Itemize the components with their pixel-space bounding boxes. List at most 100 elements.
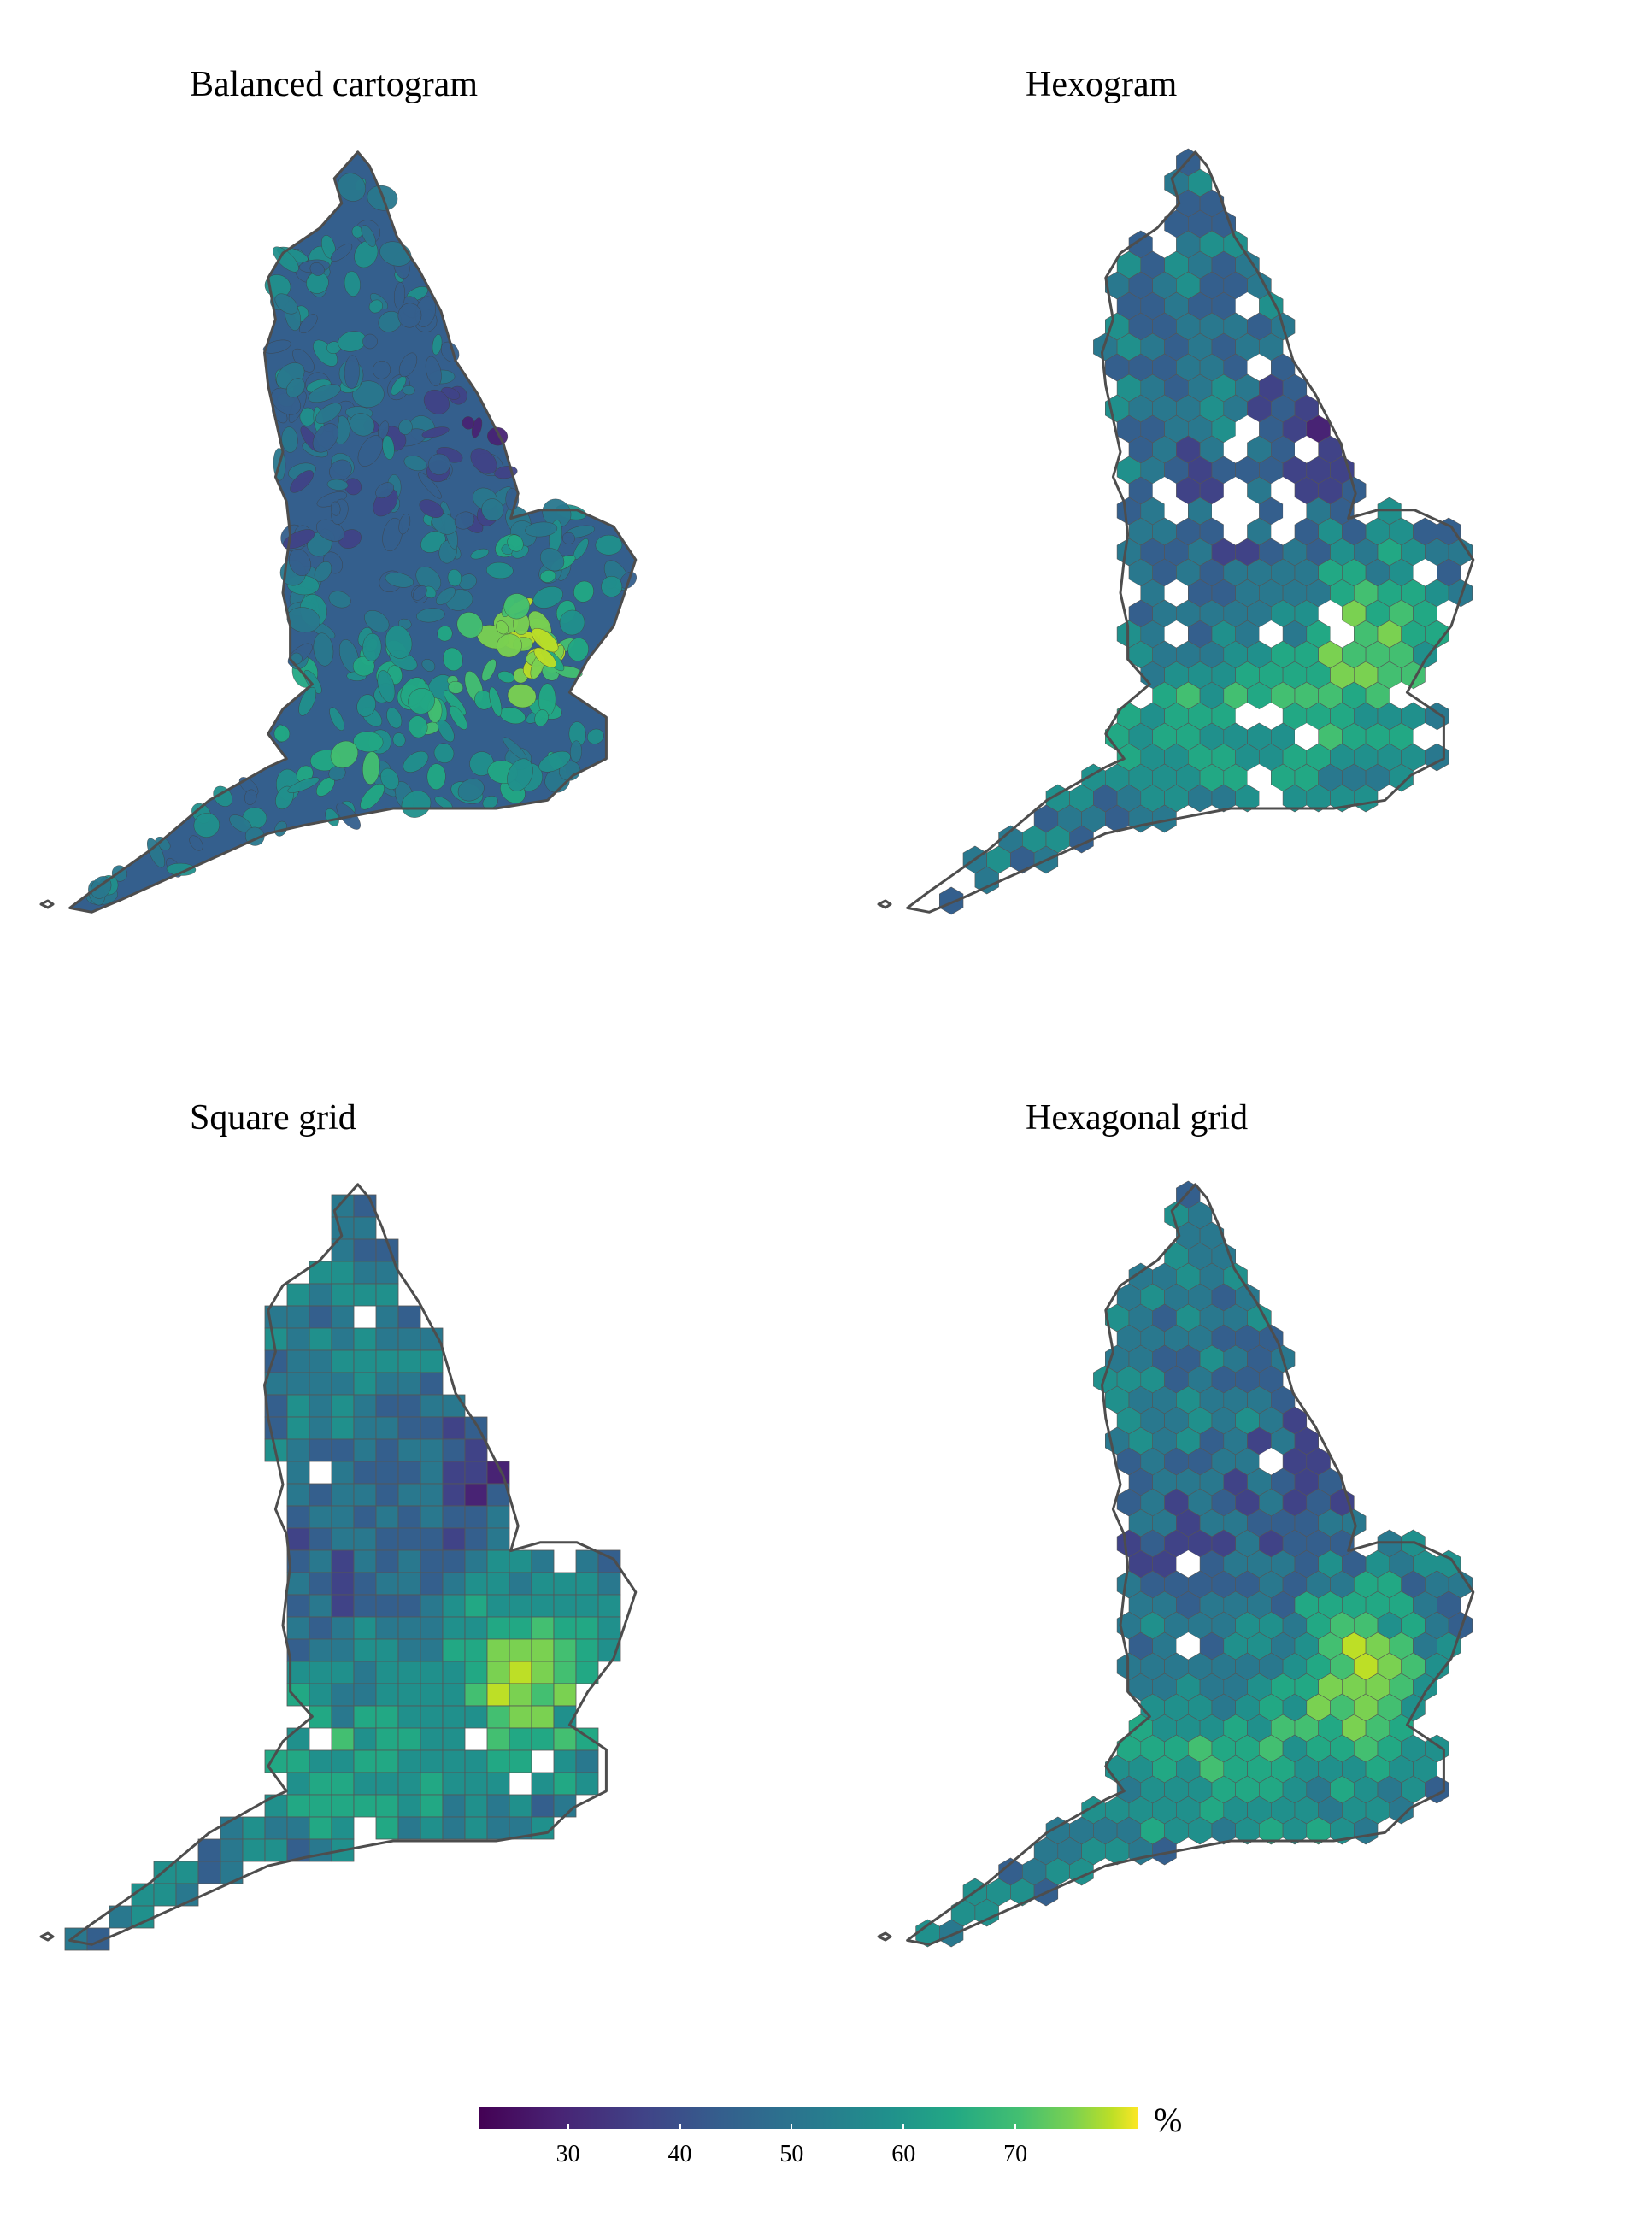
grid-cell [420,1816,444,1840]
grid-cell [509,1794,532,1818]
cartogram-region [338,173,366,202]
cartogram-region [427,453,450,475]
grid-cell [397,1527,421,1551]
grid-cell [264,1327,288,1351]
grid-cell [309,1749,332,1773]
cartogram-region [314,561,332,582]
cartogram-region [443,647,463,672]
grid-cell [397,1638,421,1662]
cartogram-region [432,334,443,356]
hex-cell [1247,354,1272,381]
england-outline [906,1183,1475,1946]
grid-cell [397,1572,421,1596]
hex-cell [1389,763,1414,792]
grid-cell [575,1594,599,1618]
cartogram-region [561,532,575,544]
grid-cell [353,1483,377,1507]
grid-cell [375,1349,399,1373]
cartogram-region [401,791,432,818]
cartogram-region [262,339,291,354]
grid-cell [286,1616,310,1640]
map-balanced-cartogram [39,150,638,914]
grid-cell [397,1616,421,1640]
grid-cell [420,1549,444,1573]
cartogram-region [408,688,435,714]
panel-title-square-grid: Square grid [190,1098,356,1138]
grid-cell [531,1772,555,1796]
grid-cell [375,1327,399,1351]
grid-cell [486,1594,510,1618]
cartogram-region [330,243,353,262]
grid-cell [509,1549,532,1573]
cartogram-region [538,750,571,773]
grid-cell [375,1794,399,1818]
hex-cell [1164,579,1189,607]
cartogram-region [362,632,382,661]
hex-cell [974,1898,999,1927]
cartogram-region [329,459,352,482]
grid-cell [331,1838,355,1862]
grid-cell [464,1705,488,1729]
cartogram-region [489,686,503,717]
grid-cell [531,1683,555,1707]
grid-cell [509,1616,532,1640]
grid-cell [397,1816,421,1840]
grid-cell [242,1816,266,1840]
cartogram-region [573,580,594,603]
grid-cell [197,1838,221,1862]
hex-cell [1259,785,1284,812]
grid-cell [531,1594,555,1618]
scilly-isles-outline [877,1931,892,1942]
grid-cell [375,1461,399,1485]
grid-cell [286,1816,310,1840]
grid-cell [353,1527,377,1551]
hex-cell [1413,723,1437,750]
grid-cell [464,1816,488,1840]
grid-cell [486,1727,510,1751]
grid-cell [464,1572,488,1596]
grid-cell [309,1505,332,1529]
grid-cell [286,1505,310,1529]
grid-cell [397,1394,421,1418]
grid-cell [464,1438,488,1462]
grid-cell [353,1727,377,1751]
england-outline [906,150,1475,914]
cartogram-region [166,862,197,876]
cartogram-region [287,777,320,793]
grid-cell [331,1705,355,1729]
hex-cell [1389,682,1414,709]
grid-cell [286,1349,310,1373]
grid-cell [153,1883,177,1907]
legend-tick-label-70: 70 [1003,2141,1028,2167]
legend-tick-label-40: 40 [667,2141,692,2167]
grid-cell [309,1594,332,1618]
grid-cell [464,1794,488,1818]
grid-cell [575,1772,599,1796]
grid-cell [442,1394,466,1418]
cartogram-region [559,609,585,636]
grid-cell [375,1416,399,1440]
grid-cell [286,1372,310,1396]
grid-cell [286,1283,310,1307]
cartogram-region [244,789,257,805]
cartogram-region [380,767,399,790]
grid-cell [442,1438,466,1462]
grid-cell [375,1705,399,1729]
grid-cell [331,1549,355,1573]
grid-cell [353,1794,377,1818]
grid-cell [442,1727,466,1751]
grid-cell [286,1438,310,1462]
cartogram-region [481,498,504,521]
grid-cell [486,1572,510,1596]
hex-cell [1129,682,1153,709]
grid-cell [309,1838,332,1862]
grid-cell [553,1572,577,1596]
grid-cell [331,1594,355,1618]
grid-cell [353,1238,377,1262]
cartogram-region [386,707,403,729]
grid-cell [286,1461,310,1485]
grid-cell [553,1794,577,1818]
cartogram-region [382,517,403,552]
grid-cell [375,1727,399,1751]
cartogram-region [423,390,450,414]
